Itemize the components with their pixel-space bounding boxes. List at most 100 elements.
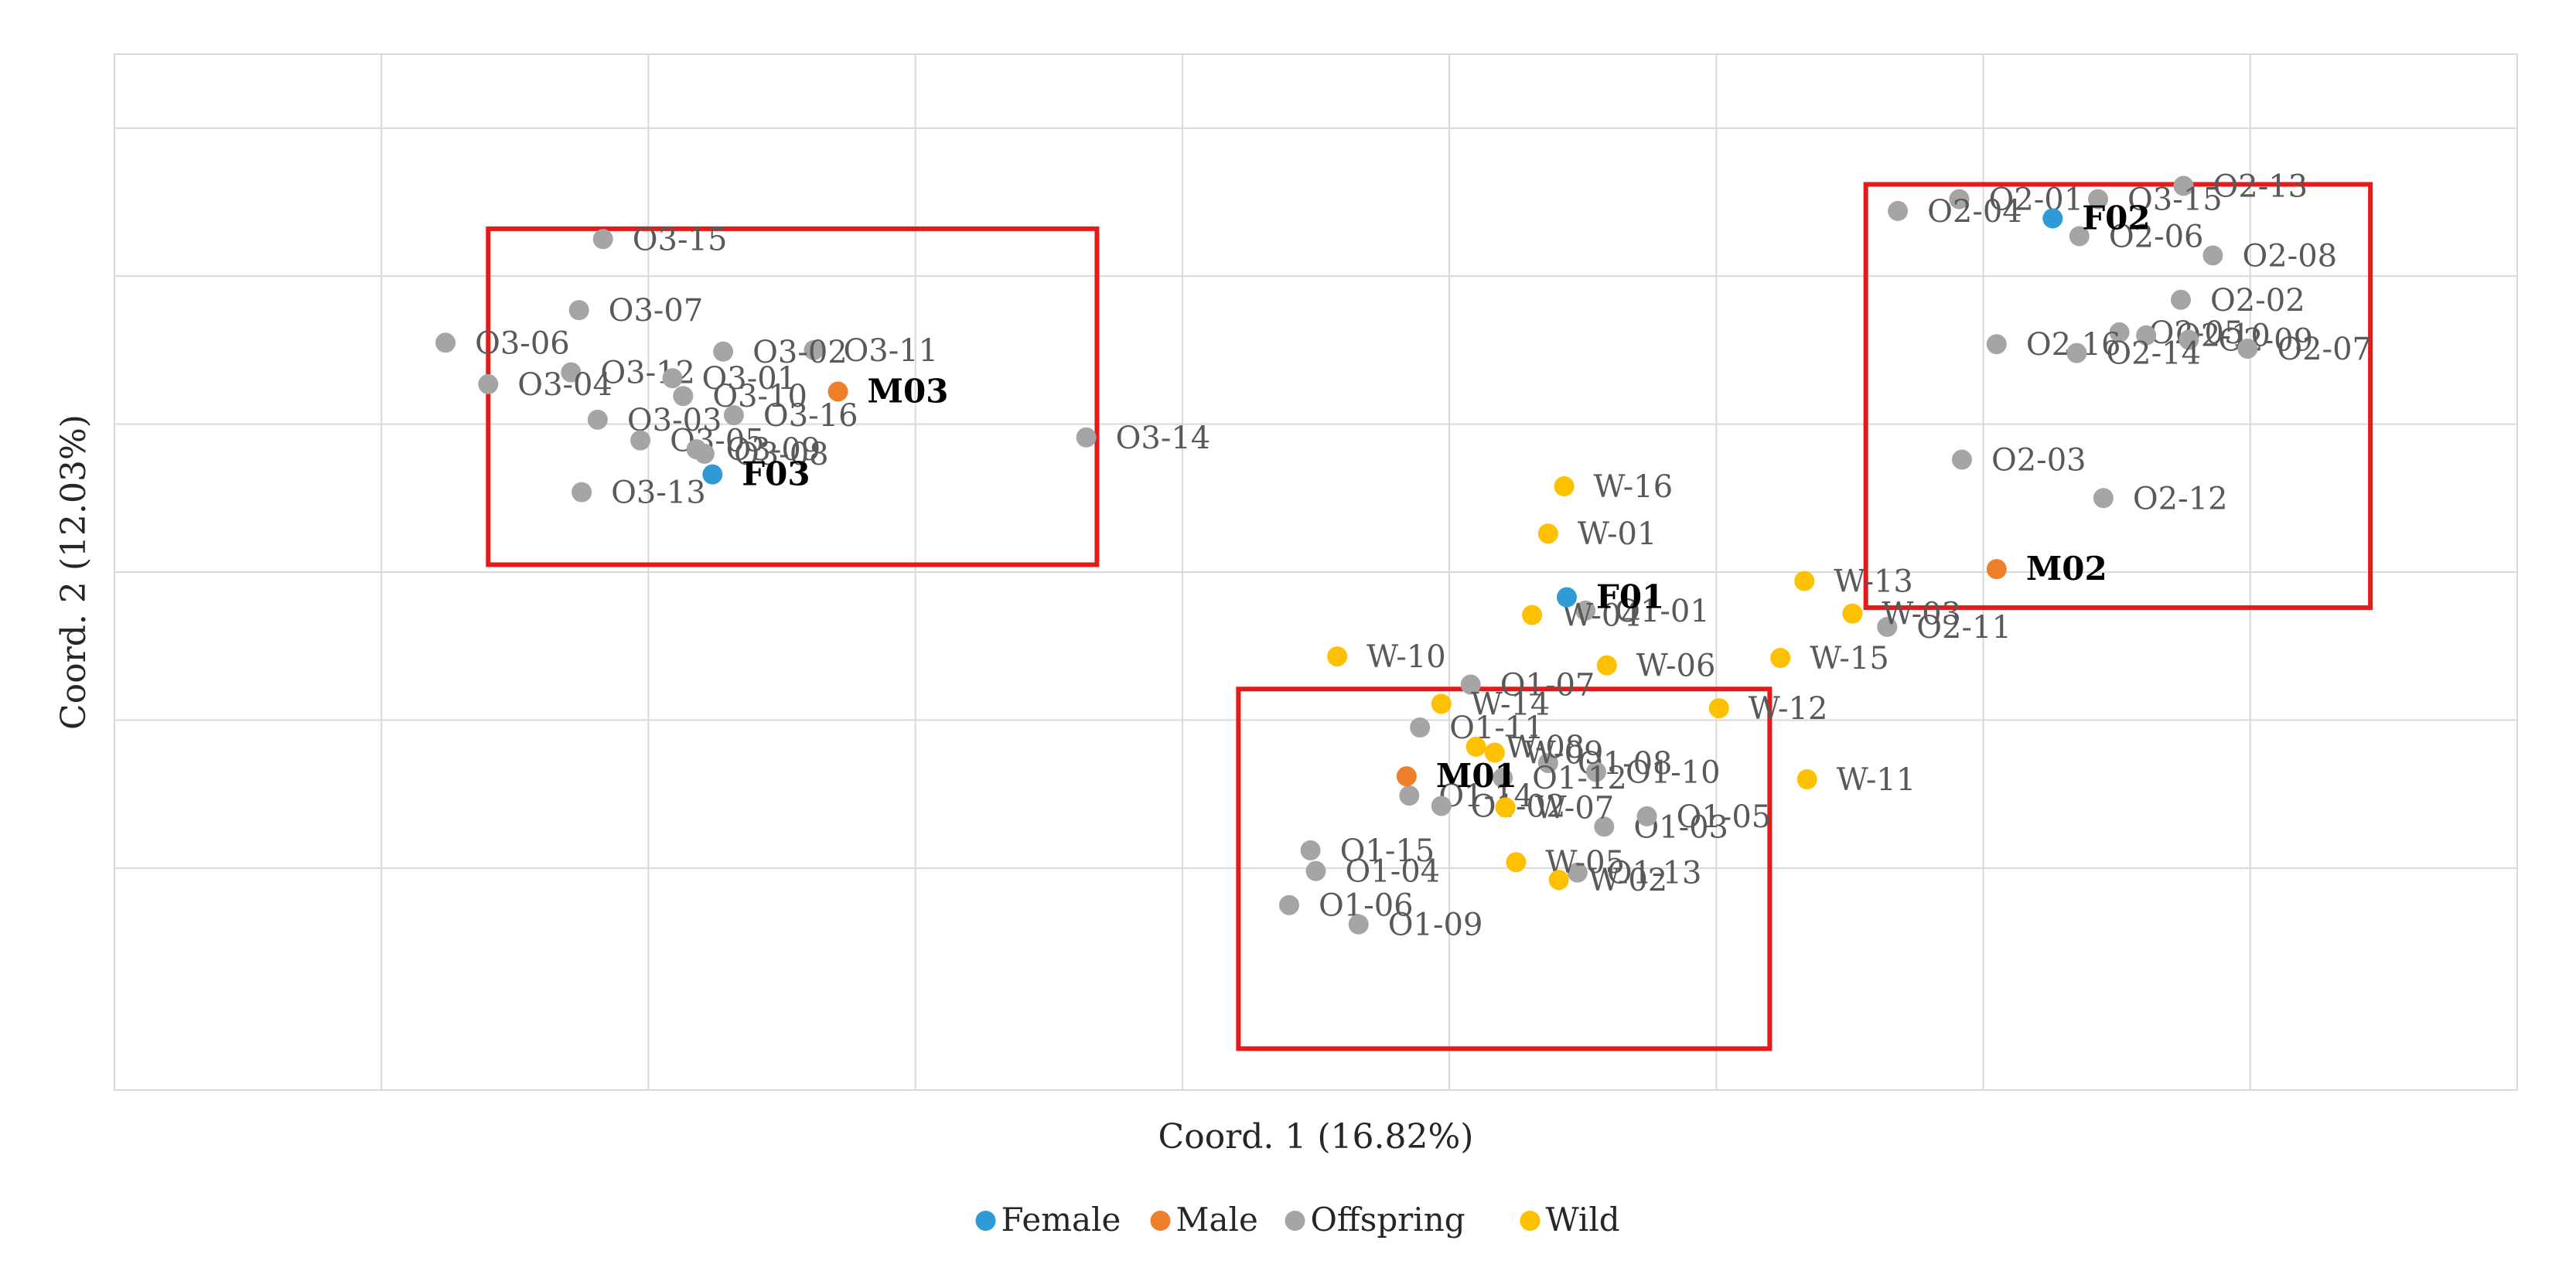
offspring-point-O1-08 [1537, 752, 1558, 773]
legend-label-female: Female [1001, 1201, 1121, 1239]
point-label-F01: F01 [1596, 578, 1664, 616]
offspring-point-O3-04 [478, 373, 499, 394]
plot-area-border [114, 53, 2518, 1091]
wild-point-W-03 [1842, 603, 1863, 624]
point-label-O1-10: O1-10 [1626, 755, 1721, 790]
point-label-W-16: W-16 [1594, 469, 1674, 505]
point-label-O1-05: O1-05 [1677, 799, 1772, 835]
point-label-W-06: W-06 [1636, 649, 1716, 684]
point-label-O3-07: O3-07 [609, 293, 704, 329]
female-point-F02 [2042, 208, 2063, 229]
wild-point-W-02 [1548, 870, 1569, 891]
point-label-O2-09: O2-09 [2218, 322, 2313, 358]
legend-label-male: Male [1176, 1201, 1258, 1239]
offspring-point-O2-05 [2109, 322, 2130, 342]
point-label-O3-14: O3-14 [1116, 421, 1211, 456]
offspring-point-O2-09 [2179, 329, 2199, 350]
point-label-M02: M02 [2026, 550, 2107, 588]
wild-point-W-13 [1794, 571, 1815, 591]
offspring-point-O2-07 [2237, 338, 2258, 359]
offspring-point-O3-05 [630, 430, 651, 451]
offspring-point-O1-09 [1348, 914, 1369, 935]
offspring-point-O2-01 [1949, 189, 1970, 210]
point-label-F02: F02 [2082, 199, 2150, 237]
data-points: O2-13O2-01O3-15O2-04O2-06O2-08O2-02O2-05… [435, 169, 2372, 943]
wild-point-W-10 [1327, 646, 1348, 667]
point-label-O3-08: O3-08 [734, 437, 829, 472]
point-label-O3-02: O3-02 [752, 335, 848, 370]
offspring-point-O3-02 [713, 341, 734, 362]
point-label-F03: F03 [742, 455, 810, 493]
point-label-W-09: W-09 [1524, 736, 1604, 772]
wild-point-W-14 [1431, 693, 1452, 714]
point-label-W-12: W-12 [1749, 691, 1828, 727]
wild-point-W-08 [1465, 736, 1486, 757]
offspring-point-O2-06 [2069, 226, 2090, 247]
offspring-point-O3-01 [662, 368, 683, 389]
female-point-F01 [1557, 587, 1578, 608]
offspring-point-O3-13 [571, 482, 592, 503]
offspring-point-O1-05 [1636, 806, 1657, 826]
legend: Female Male Offspring Wild [975, 1201, 1620, 1239]
offspring-point-O3-15 [592, 229, 613, 250]
legend-marker-male [1150, 1211, 1171, 1231]
wild-point-W-06 [1596, 655, 1617, 676]
offspring-point-O2-14 [2066, 342, 2087, 363]
point-label-O1-09: O1-09 [1388, 908, 1483, 943]
offspring-point-O2-10 [2136, 325, 2157, 346]
offspring-point-O3-07 [568, 300, 589, 321]
point-label-O3-04: O3-04 [517, 367, 612, 403]
point-label-W-15: W-15 [1810, 641, 1889, 676]
offspring-point-O2-08 [2202, 245, 2223, 266]
offspring-point-O3-03 [587, 409, 608, 430]
point-label-O3-06: O3-06 [475, 325, 570, 361]
offspring-point-O3-11 [804, 339, 824, 360]
point-label-O2-02: O2-02 [2210, 283, 2305, 319]
point-label-O3-01: O3-01 [702, 361, 797, 397]
offspring-point-O1-02 [1431, 796, 1452, 816]
wild-point-W-01 [1537, 523, 1558, 544]
y-axis-title: Coord. 2 (12.03%) [54, 414, 94, 730]
point-label-O2-01: O2-01 [1988, 182, 2083, 218]
point-label-W-11: W-11 [1837, 762, 1916, 798]
point-label-W-01: W-01 [1578, 516, 1657, 552]
point-label-O2-11: O2-11 [1916, 610, 2011, 646]
highlight-box-group-2 [1863, 182, 2373, 610]
legend-label-offspring: Offspring [1311, 1201, 1465, 1239]
point-label-O1-14: O1-14 [1438, 779, 1534, 814]
point-label-O2-13: O2-13 [2213, 169, 2308, 204]
female-point-F03 [702, 464, 723, 485]
highlight-box-group-3 [486, 226, 1100, 567]
wild-point-W-04 [1522, 605, 1543, 625]
point-label-O2-14: O2-14 [2106, 336, 2201, 372]
point-label-W-14: W-14 [1471, 687, 1551, 722]
point-label-W-08: W-08 [1506, 730, 1585, 765]
point-label-O1-01: O1-01 [1615, 594, 1710, 629]
highlight-box-group-1 [1236, 687, 1772, 1051]
point-label-W-07: W-07 [1535, 790, 1615, 826]
point-label-O1-11: O1-11 [1449, 710, 1544, 746]
offspring-point-O2-11 [1877, 616, 1898, 637]
point-label-W-10: W-10 [1366, 639, 1446, 675]
male-point-M02 [1986, 559, 2007, 580]
offspring-point-O3-16 [723, 405, 744, 426]
offspring-point-O1-01 [1575, 600, 1596, 621]
wild-point-W-12 [1708, 698, 1729, 719]
legend-marker-female [975, 1211, 996, 1231]
point-label-O3-09: O3-09 [726, 432, 821, 468]
point-label-O1-07: O1-07 [1500, 667, 1595, 703]
point-label-M03: M03 [868, 372, 949, 410]
point-label-O3-13: O3-13 [611, 475, 706, 511]
highlight-boxes [486, 182, 2373, 1051]
offspring-point-O3-14 [1076, 427, 1097, 448]
point-label-O2-07: O2-07 [2277, 332, 2372, 367]
offspring-point-O2-02 [2171, 289, 2192, 310]
point-label-O3-11: O3-11 [843, 333, 938, 369]
offspring-point-O1-11 [1410, 717, 1431, 738]
offspring-point-O1-10 [1585, 762, 1606, 782]
point-label-W-04: W-04 [1561, 598, 1641, 634]
offspring-point-O1-12 [1493, 768, 1513, 789]
wild-point-W-09 [1484, 742, 1505, 763]
